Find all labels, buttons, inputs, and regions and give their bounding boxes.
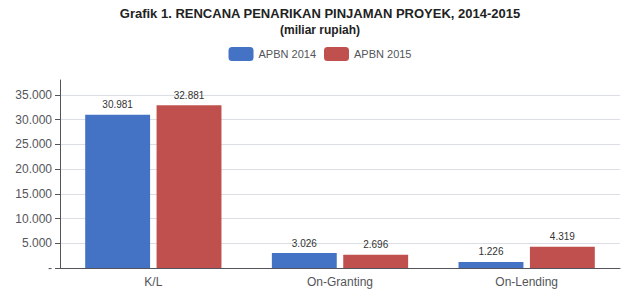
svg-text:15.000: 15.000 (15, 187, 52, 201)
svg-text:APBN 2015: APBN 2015 (354, 48, 411, 60)
svg-text:25.000: 25.000 (15, 137, 52, 151)
svg-text:K/L: K/L (144, 275, 162, 289)
svg-text:4.319: 4.319 (550, 231, 575, 242)
svg-text:30.000: 30.000 (15, 113, 52, 127)
svg-text:2.696: 2.696 (363, 239, 388, 250)
svg-text:(miliar rupiah): (miliar rupiah) (280, 23, 360, 37)
svg-text:APBN 2014: APBN 2014 (259, 48, 316, 60)
svg-text:On-Granting: On-Granting (307, 275, 373, 289)
svg-text:32.881: 32.881 (174, 90, 205, 101)
svg-text:30.981: 30.981 (102, 99, 133, 110)
svg-text:Grafik 1. RENCANA PENARIKAN PI: Grafik 1. RENCANA PENARIKAN PINJAMAN PRO… (120, 6, 520, 21)
svg-text:-: - (48, 261, 52, 275)
svg-text:10.000: 10.000 (15, 212, 52, 226)
svg-text:On-Lending: On-Lending (495, 275, 558, 289)
svg-text:3.026: 3.026 (292, 238, 317, 249)
svg-text:35.000: 35.000 (15, 88, 52, 102)
svg-text:1.226: 1.226 (478, 246, 503, 257)
svg-text:20.000: 20.000 (15, 162, 52, 176)
svg-text:5.000: 5.000 (22, 236, 52, 250)
